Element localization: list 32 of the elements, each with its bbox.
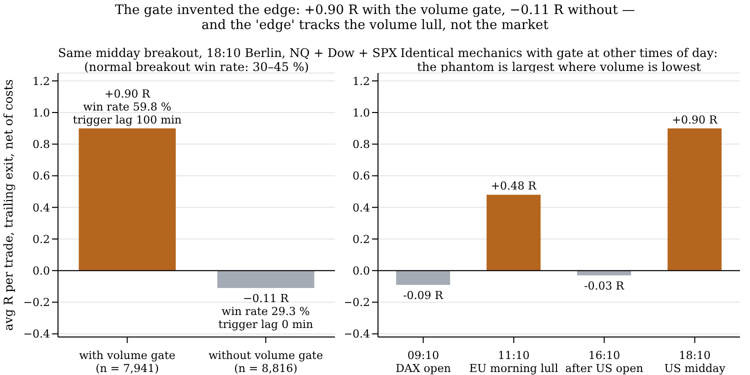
y-tick-label: 0.8 — [32, 138, 50, 152]
chart-title: Identical mechanics with gate at other times of day: the phantom is largest where volume is lowest — [400, 46, 718, 74]
data-label: −0.11 R win rate 29.3 % trigger lag 0 min — [218, 292, 314, 331]
x-tick-label: 09:10 DAX open — [396, 349, 451, 375]
chart-subtitle: Same midday breakout, 18:10 Berlin, NQ + Dow + SPX (normal breakout win rate: 30–45 %) — [58, 46, 398, 74]
y-tick-label: 1.0 — [32, 106, 50, 120]
x-tick-label: 18:10 US midday — [664, 349, 726, 375]
y-tick-label: 0.6 — [32, 170, 50, 183]
y-tick-label: 0.0 — [32, 264, 50, 278]
y-axis-title: avg R per trade, trailing exit, net of costs — [1, 79, 16, 331]
data-label: +0.48 R — [490, 180, 538, 193]
x-tick-label: 16:10 after US open — [565, 349, 644, 375]
y-tick-label: 0.4 — [32, 201, 50, 214]
y-tick-label: 0.2 — [32, 232, 50, 246]
y-tick-label: 1.2 — [352, 74, 370, 88]
x-tick-label: with volume gate (n = 7,941) — [79, 349, 176, 375]
y-tick-label: 1.2 — [32, 74, 50, 88]
y-tick-label: 1.0 — [352, 106, 370, 120]
data-label: +0.90 R win rate 59.8 % trigger lag 100 min — [72, 87, 182, 126]
y-tick-label: 0.8 — [352, 138, 370, 152]
x-tick-label: without volume gate (n = 8,816) — [208, 349, 323, 375]
y-tick-label: 0.0 — [352, 264, 370, 278]
y-tick-label: −0.4 — [23, 328, 50, 341]
y-tick-label: −0.2 — [23, 296, 50, 310]
text: The gate invented the edge: +0.90 R with the volume gate, −0.11 R without — and the 'edge' tracks the volume lull, not the market — [114, 3, 636, 33]
y-tick-label: 0.4 — [352, 201, 370, 214]
x-tick-label: 11:10 EU morning lull — [469, 349, 559, 375]
y-tick-label: 0.2 — [352, 232, 370, 246]
data-label: +0.90 R — [672, 113, 718, 126]
data-label: -0.03 R — [584, 279, 625, 292]
data-label: -0.09 R — [403, 288, 444, 302]
y-tick-label: 0.6 — [352, 170, 370, 183]
